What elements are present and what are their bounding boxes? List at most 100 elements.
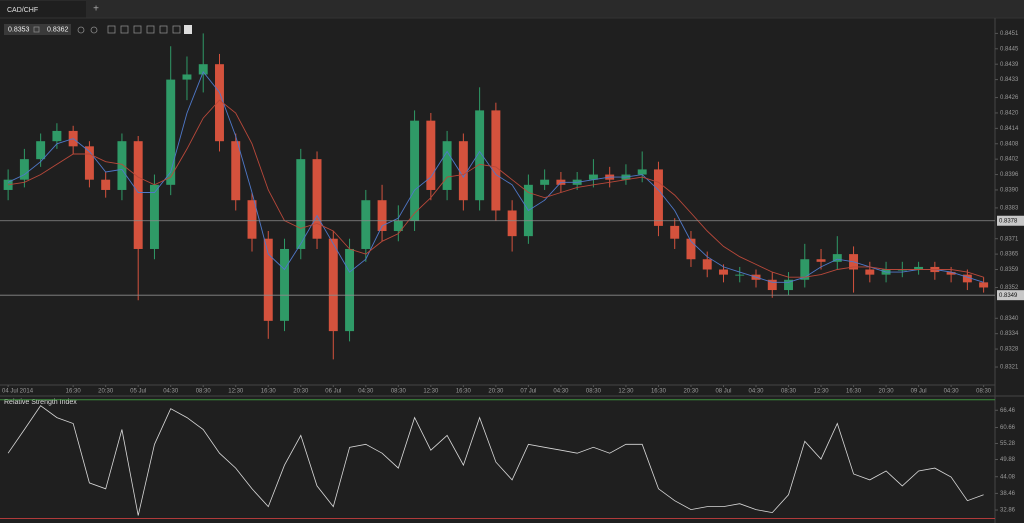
rsi-line	[7, 405, 984, 516]
candle-body	[719, 269, 728, 275]
tab[interactable]: CAD/CHF	[0, 1, 86, 18]
tab-background	[0, 1, 86, 18]
y-tick-label: 44.08	[1000, 474, 1016, 480]
x-tick-label: 08:30	[586, 389, 602, 395]
x-tick-label: 04:30	[358, 389, 374, 395]
zoom-in-icon[interactable]	[77, 26, 85, 34]
x-tick-label: 04:30	[553, 389, 569, 395]
candle-body	[377, 200, 387, 232]
zoom-out-icon[interactable]	[90, 26, 98, 34]
y-tick-label: 0.8365	[1000, 252, 1019, 258]
x-tick-label: 16:30	[456, 389, 472, 395]
candle-body	[686, 238, 696, 260]
tool-icon[interactable]	[172, 25, 181, 34]
candle-body	[280, 248, 289, 321]
candle-body	[475, 110, 485, 201]
candle-body	[182, 74, 192, 80]
x-tick-label: 08:30	[391, 389, 407, 395]
candle-body	[946, 272, 956, 275]
x-tick-label: 12:30	[423, 389, 439, 395]
tool-icon[interactable]	[107, 25, 116, 34]
candle-body	[36, 141, 46, 160]
candle-body	[393, 220, 403, 232]
add-tab-button[interactable]: +	[93, 4, 99, 15]
x-tick-label: 20:30	[293, 389, 309, 395]
bid-price[interactable]: 0.8353	[8, 26, 30, 33]
candle-body	[507, 210, 517, 237]
y-tick-label: 0.8408	[1000, 141, 1019, 147]
moving-average	[7, 71, 984, 283]
x-tick-label: 04:30	[748, 389, 764, 395]
x-tick-label: 12:30	[618, 389, 634, 395]
y-tick-label: 60.66	[1000, 425, 1016, 431]
tool-icon[interactable]	[120, 25, 129, 34]
rsi-title: Relative Strength Index	[4, 399, 77, 406]
x-tick-label: 20:30	[683, 389, 699, 395]
x-tick-label: 07 Jul	[520, 389, 536, 395]
ask-price[interactable]: 0.8362	[47, 26, 69, 33]
x-tick-label: 08:30	[781, 389, 797, 395]
x-tick-label: 16:30	[846, 389, 862, 395]
candle-body	[800, 259, 810, 280]
candle-body	[215, 64, 224, 142]
candle-body	[231, 141, 241, 201]
tab-bar	[0, 0, 1024, 18]
y-tick-label: 66.46	[1000, 408, 1016, 414]
candle-body	[979, 282, 989, 288]
x-tick-label: 05 Jul	[130, 389, 146, 395]
tab-label[interactable]: CAD/CHF	[7, 7, 38, 14]
y-tick-label: 0.8433	[1000, 77, 1019, 83]
candle-body	[328, 238, 338, 332]
y-tick-label: 0.8414	[1000, 126, 1019, 132]
tool-icon[interactable]	[133, 25, 142, 34]
candle-body	[345, 248, 355, 332]
x-tick-label: 20:30	[879, 389, 895, 395]
y-tick-label: 0.8402	[1000, 157, 1019, 163]
tool-icon-active[interactable]	[184, 25, 192, 34]
y-tick-label: 0.8451	[1000, 31, 1019, 37]
x-tick-label: 08:30	[976, 389, 992, 395]
tool-icon[interactable]	[146, 25, 155, 34]
candle-body	[361, 200, 371, 249]
candle-body	[767, 279, 777, 291]
x-tick-label: 12:30	[228, 389, 244, 395]
candle-body	[247, 200, 257, 239]
candle-body	[491, 110, 501, 211]
y-tick-label: 0.8371	[1000, 236, 1019, 242]
candle-body	[442, 141, 452, 190]
y-tick-label: 0.8383	[1000, 205, 1019, 211]
candle-body	[784, 279, 793, 291]
y-tick-label: 0.8390	[1000, 188, 1019, 194]
candle-body	[296, 159, 306, 249]
x-tick-label: 09 Jul	[911, 389, 927, 395]
y-tick-label: 0.8420	[1000, 111, 1019, 117]
candle-body	[865, 269, 875, 275]
candle-body	[914, 266, 924, 270]
candle-body	[540, 179, 550, 185]
candle-body	[458, 141, 468, 201]
x-tick-label: 06 Jul	[325, 389, 341, 395]
candle-body	[101, 179, 111, 190]
candle-body	[133, 141, 143, 249]
y-tick-label: 0.8445	[1000, 46, 1019, 52]
candle-body	[670, 225, 680, 239]
candle-body	[410, 120, 420, 221]
y-tick-label: 32.86	[1000, 508, 1016, 514]
candle-body	[897, 269, 907, 271]
candle-body	[149, 184, 159, 249]
y-tick-label: 0.8426	[1000, 95, 1019, 101]
candle-body	[962, 274, 972, 283]
candle-body	[198, 64, 208, 75]
x-tick-label: 08 Jul	[715, 389, 731, 395]
y-tick-label: 38.46	[1000, 491, 1016, 497]
y-tick-label: 0.8334	[1000, 331, 1019, 337]
candle-body	[637, 169, 647, 175]
x-tick-label: 04:30	[944, 389, 960, 395]
toolbar	[77, 25, 192, 34]
y-tick-label: 55.28	[1000, 441, 1016, 447]
x-tick-label: 20:30	[488, 389, 504, 395]
x-tick-label: 20:30	[98, 389, 114, 395]
candle-body	[19, 159, 29, 180]
tool-icon[interactable]	[159, 25, 168, 34]
